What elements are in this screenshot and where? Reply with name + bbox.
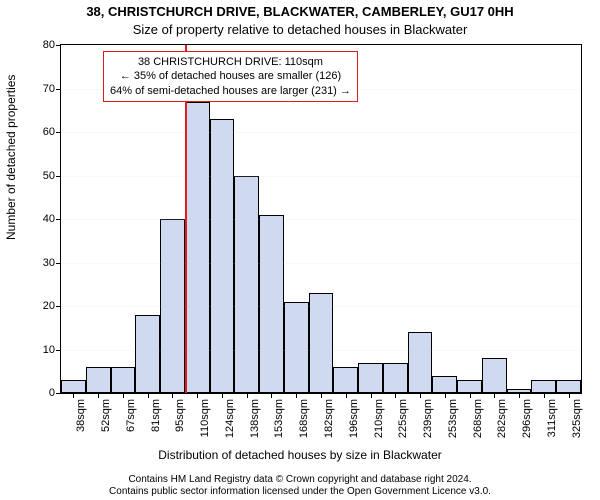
x-tick-label: 325sqm — [569, 399, 583, 438]
y-tick-label: 40 — [25, 213, 61, 225]
x-tick-label: 196sqm — [346, 399, 360, 438]
y-tick-label: 60 — [25, 126, 61, 138]
x-tick-mark — [569, 393, 570, 398]
gridline-h — [61, 176, 581, 177]
x-tick-label: 182sqm — [321, 399, 335, 438]
bar — [531, 380, 556, 393]
x-tick-label: 81sqm — [148, 399, 162, 432]
x-tick-mark — [494, 393, 495, 398]
x-tick-label: 67sqm — [123, 399, 137, 432]
credits: Contains HM Land Registry data © Crown c… — [0, 474, 600, 498]
y-tick-label: 30 — [25, 257, 61, 269]
bar — [259, 215, 284, 393]
gridline-h — [61, 263, 581, 264]
x-tick-mark — [197, 393, 198, 398]
gridline-h — [61, 306, 581, 307]
y-tick-label: 80 — [25, 39, 61, 51]
annotation-box: 38 CHRISTCHURCH DRIVE: 110sqm← 35% of de… — [103, 51, 358, 102]
chart-title-line1: 38, CHRISTCHURCH DRIVE, BLACKWATER, CAMB… — [0, 4, 600, 19]
x-tick-mark — [98, 393, 99, 398]
x-tick-label: 239sqm — [420, 399, 434, 438]
credit-line-2: Contains public sector information licen… — [0, 486, 600, 498]
x-tick-label: 124sqm — [222, 399, 236, 438]
bar — [408, 332, 433, 393]
bar — [358, 363, 383, 393]
bar — [383, 363, 408, 393]
x-tick-mark — [346, 393, 347, 398]
x-tick-label: 52sqm — [98, 399, 112, 432]
bar — [309, 293, 334, 393]
bar — [61, 380, 86, 393]
x-tick-label: 168sqm — [296, 399, 310, 438]
plot-area: 0102030405060708038sqm52sqm67sqm81sqm95s… — [60, 44, 582, 394]
x-tick-label: 210sqm — [371, 399, 385, 438]
bar — [556, 380, 581, 393]
x-tick-mark — [123, 393, 124, 398]
y-tick-label: 0 — [25, 387, 61, 399]
credit-line-1: Contains HM Land Registry data © Crown c… — [0, 474, 600, 486]
x-tick-mark — [519, 393, 520, 398]
annotation-line3: 64% of semi-detached houses are larger (… — [110, 84, 351, 98]
x-tick-mark — [445, 393, 446, 398]
x-tick-label: 311sqm — [544, 399, 558, 437]
y-tick-label: 70 — [25, 83, 61, 95]
x-tick-mark — [395, 393, 396, 398]
y-tick-label: 10 — [25, 344, 61, 356]
y-tick-label: 20 — [25, 300, 61, 312]
x-tick-mark — [321, 393, 322, 398]
chart-title-line2: Size of property relative to detached ho… — [0, 22, 600, 37]
gridline-h — [61, 219, 581, 220]
x-tick-mark — [73, 393, 74, 398]
y-tick-label: 50 — [25, 170, 61, 182]
x-tick-label: 95sqm — [172, 399, 186, 432]
bar — [333, 367, 358, 393]
bar — [86, 367, 111, 393]
y-axis-label: Number of detached properties — [4, 75, 18, 240]
x-tick-label: 225sqm — [395, 399, 409, 438]
bar — [210, 119, 235, 393]
bar — [457, 380, 482, 393]
x-tick-mark — [222, 393, 223, 398]
x-tick-label: 282sqm — [494, 399, 508, 438]
x-axis-label: Distribution of detached houses by size … — [0, 448, 600, 462]
bar — [432, 376, 457, 393]
bar — [482, 358, 507, 393]
x-tick-mark — [544, 393, 545, 398]
x-tick-label: 296sqm — [519, 399, 533, 438]
x-tick-mark — [371, 393, 372, 398]
x-tick-label: 138sqm — [247, 399, 261, 438]
gridline-h — [61, 350, 581, 351]
bar — [111, 367, 136, 393]
x-tick-label: 110sqm — [197, 399, 211, 437]
x-tick-mark — [296, 393, 297, 398]
annotation-line2: ← 35% of detached houses are smaller (12… — [110, 69, 351, 83]
x-tick-label: 268sqm — [470, 399, 484, 438]
x-tick-mark — [148, 393, 149, 398]
x-tick-label: 38sqm — [73, 399, 87, 432]
x-tick-mark — [172, 393, 173, 398]
x-tick-label: 253sqm — [445, 399, 459, 438]
gridline-h — [61, 132, 581, 133]
bar — [135, 315, 160, 393]
annotation-line1: 38 CHRISTCHURCH DRIVE: 110sqm — [110, 55, 351, 69]
bar — [284, 302, 309, 393]
x-tick-mark — [470, 393, 471, 398]
x-tick-mark — [420, 393, 421, 398]
x-tick-mark — [247, 393, 248, 398]
x-tick-mark — [271, 393, 272, 398]
x-tick-label: 153sqm — [271, 399, 285, 438]
bar — [234, 176, 259, 394]
